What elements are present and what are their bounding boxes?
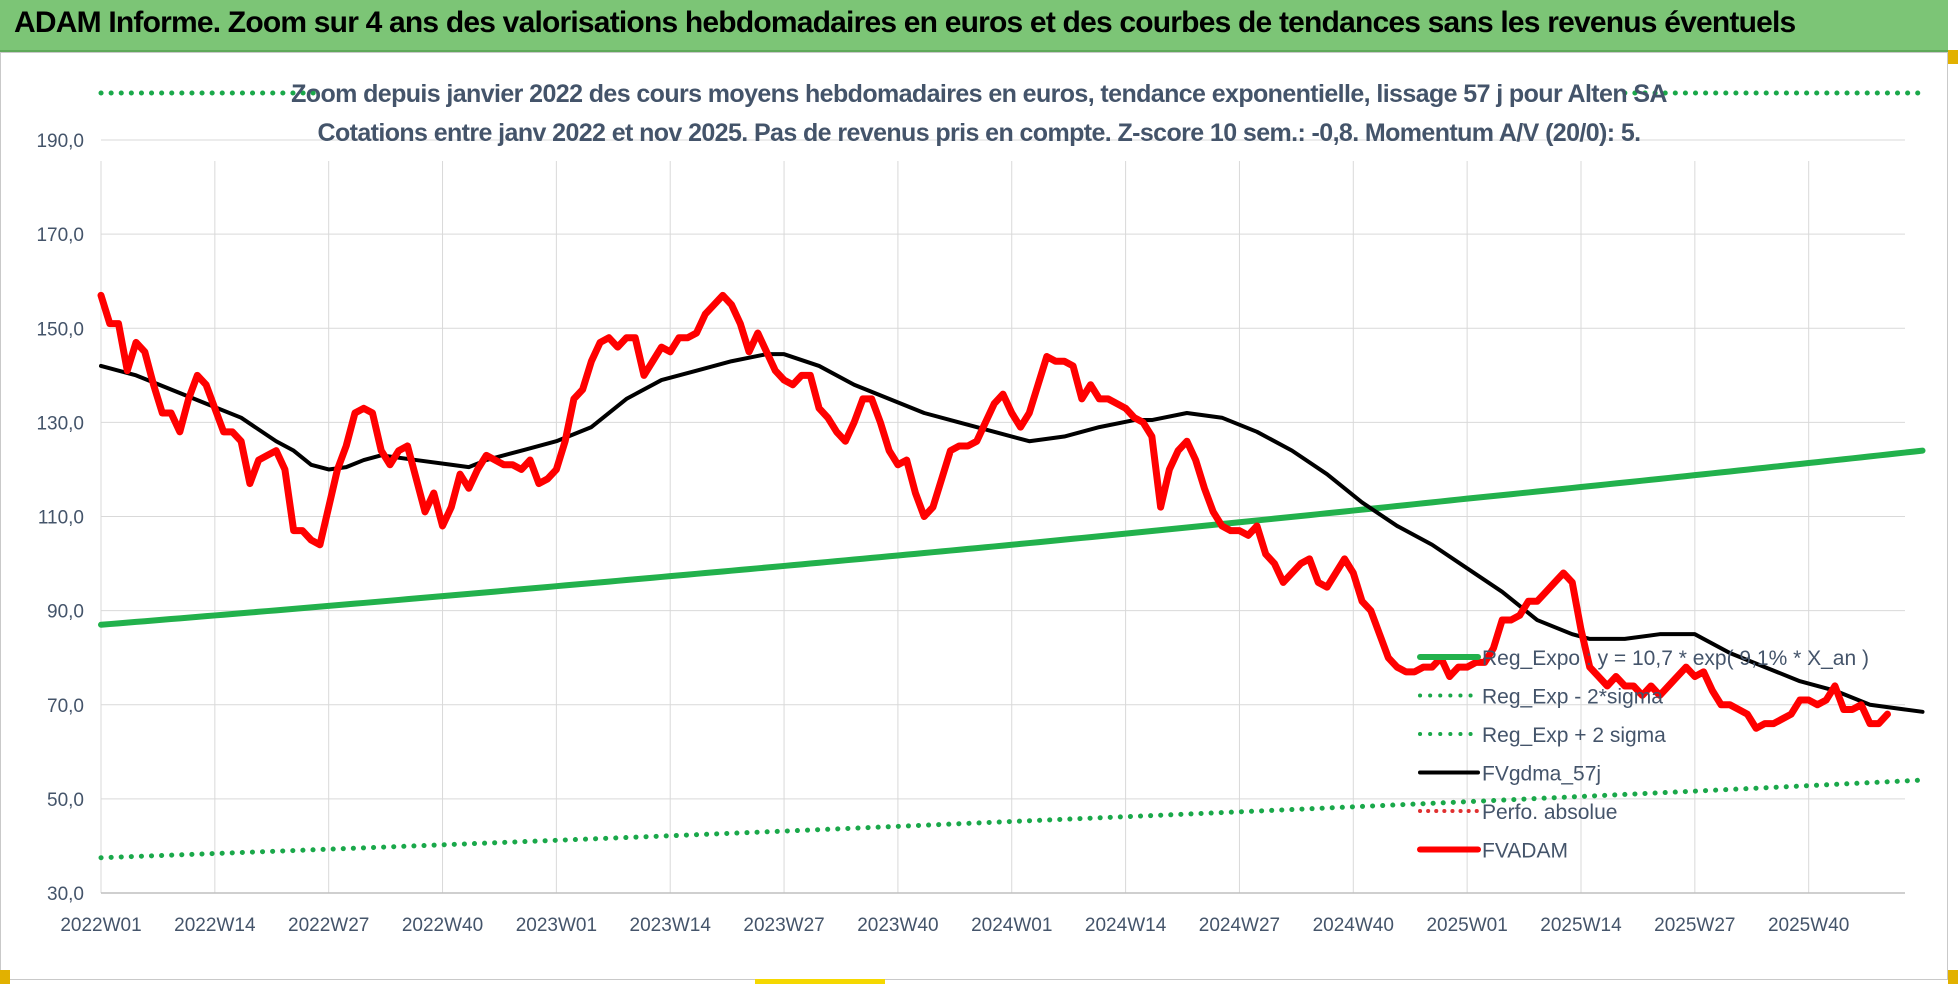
x-tick-label: 2022W40 [402,915,483,936]
corner-marker [1948,50,1958,64]
x-tick-label: 2025W01 [1426,915,1507,936]
x-tick-label: 2024W14 [1085,915,1167,936]
grid-layer [100,139,1905,894]
corner-marker [1948,970,1958,984]
x-tick-label: 2022W27 [288,915,369,936]
x-tick-label: 2024W40 [1313,915,1394,936]
x-tick-label: 2025W14 [1540,915,1622,936]
y-tick-label: 190,0 [36,131,84,152]
series-line-reg-expo [98,447,1926,628]
x-tick-label: 2025W27 [1654,915,1735,936]
x-tick-label: 2025W40 [1768,915,1849,936]
y-tick-label: 70,0 [47,696,84,717]
series-line-fvadam [97,291,1891,732]
legend-label: Reg_Exp - 2*sigma [1482,686,1663,709]
corner-marker [0,970,10,984]
chart-subtitle: Cotations entre janv 2022 et nov 2025. P… [317,119,1641,147]
y-tick-label: 90,0 [47,602,84,623]
chart-frame [0,52,1948,980]
legend-label: Perfo. absolue [1482,801,1617,824]
y-tick-label: 150,0 [36,319,84,340]
x-tick-label: 2022W01 [60,915,141,936]
legend: Reg_Expo : y = 10,7 * exp( 9,1% * X_an )… [1417,647,1869,863]
y-tick-label: 50,0 [47,790,84,811]
y-tick-label: 30,0 [47,884,84,905]
x-tick-label: 2022W14 [174,915,256,936]
legend-label: FVADAM [1482,840,1568,863]
y-tick-label: 110,0 [38,508,84,529]
legend-label: Reg_Exp + 2 sigma [1482,724,1666,747]
x-tick-label: 2023W27 [743,915,824,936]
x-tick-label: 2023W40 [857,915,938,936]
x-tick-label: 2023W14 [630,915,712,936]
report-banner: ADAM Informe. Zoom sur 4 ans des valoris… [0,0,1948,52]
x-tick-label: 2024W01 [971,915,1052,936]
series-line-reg-exp-minus-2sigma [98,777,1926,861]
x-tick-label: 2024W27 [1199,915,1280,936]
series-layer [97,90,1926,861]
bottom-marker [755,979,885,984]
series-line-fvgdma-57j [99,352,1925,714]
legend-label: Reg_Expo : y = 10,7 * exp( 9,1% * X_an ) [1482,647,1869,670]
axis-layer: 30,0 50,0 70,0 90,0 110,0 130,0 150,0 170,0 190,… [36,131,1905,936]
x-tick-label: 2023W01 [516,915,597,936]
legend-label: FVgdma_57j [1482,763,1601,786]
chart-title: Zoom depuis janvier 2022 des cours moyen… [291,80,1667,108]
y-tick-label: 130,0 [36,413,84,434]
report-title: ADAM Informe. Zoom sur 4 ans des valoris… [14,6,1796,39]
y-tick-label: 170,0 [36,225,84,246]
